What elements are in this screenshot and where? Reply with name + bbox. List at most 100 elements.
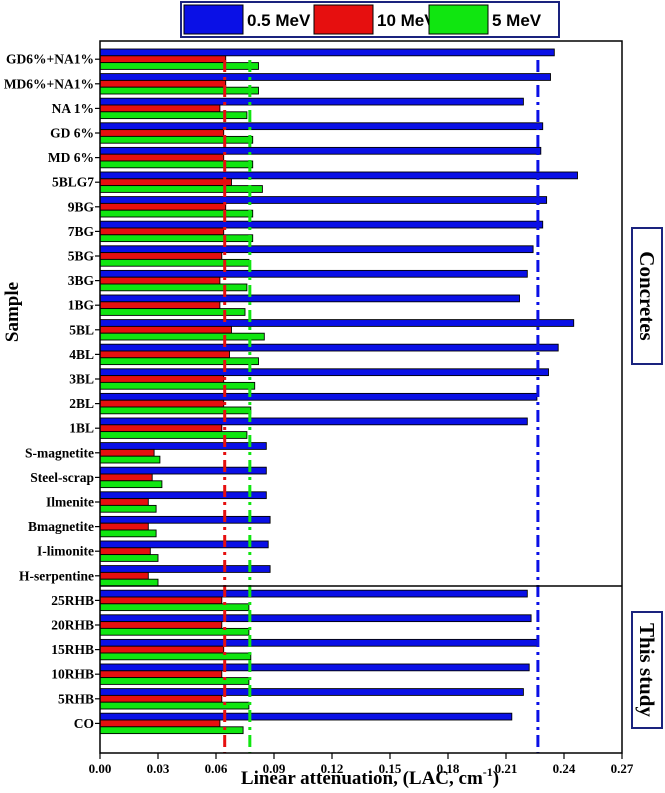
category-label: 4BL (69, 347, 94, 362)
legend-swatch-2 (428, 4, 489, 35)
bar-05mev-0 (99, 48, 555, 57)
x-axis: 0.00 0.03 0.06 0.09 0.12 0.15 0.18 0.21 0.24 0.27 (89, 753, 634, 776)
category-label: 5BG (68, 249, 95, 264)
bar-05mev-8 (99, 245, 534, 254)
bar-05mev-6 (99, 196, 548, 204)
bar-10mev-27 (99, 719, 221, 728)
x-tick-label: 0.03 (147, 761, 170, 776)
x-axis-label-text: Linear attenuation, (LAC, cm (241, 768, 483, 789)
bar-10mev-4 (99, 153, 225, 162)
bar-5mev-20 (99, 554, 159, 562)
category-label: MD6%+NA1% (4, 76, 94, 91)
bar-10mev-0 (99, 55, 227, 64)
bar-5mev-24 (99, 652, 252, 661)
bar-10mev-26 (99, 694, 223, 703)
bar-5mev-23 (99, 627, 250, 636)
bar-10mev-20 (99, 547, 151, 556)
bar-05mev-17 (99, 466, 267, 475)
bar-5mev-4 (99, 160, 254, 169)
x-axis-label-sup: -1 (483, 765, 493, 779)
bar-05mev-1 (99, 73, 551, 81)
bar-05mev-23 (99, 614, 532, 623)
legend-label-2: 5 MeV (492, 11, 542, 30)
bar-5mev-16 (99, 455, 161, 464)
bar-05mev-5 (99, 171, 578, 180)
bar-05mev-26 (99, 688, 524, 696)
category-label: 15RHB (51, 642, 94, 657)
bar-10mev-7 (99, 227, 225, 236)
bar-10mev-18 (99, 498, 149, 506)
bar-10mev-23 (99, 621, 223, 629)
category-label: 1BL (69, 421, 94, 436)
bar-10mev-25 (99, 670, 223, 679)
bar-5mev-17 (99, 480, 163, 489)
bar-5mev-13 (99, 381, 256, 390)
bar-10mev-24 (99, 645, 225, 654)
category-label: NA 1% (52, 101, 94, 116)
bar-05mev-24 (99, 638, 538, 647)
bar-5mev-18 (99, 504, 157, 513)
category-label: 20RHB (51, 618, 94, 633)
category-label: 3BG (68, 273, 95, 288)
category-label: H-serpentine (19, 568, 94, 583)
bar-10mev-8 (99, 252, 223, 260)
category-label: 10RHB (51, 667, 94, 682)
group-text: Concretes (635, 251, 659, 340)
bar-5mev-27 (99, 726, 244, 735)
bar-10mev-10 (99, 301, 221, 310)
group-label-1: This study (631, 611, 663, 729)
bar-10mev-15 (99, 424, 223, 433)
bar-05mev-18 (99, 491, 267, 500)
x-tick-label: 0.18 (437, 761, 460, 776)
bar-5mev-19 (99, 529, 157, 538)
bar-10mev-12 (99, 350, 230, 359)
bar-05mev-21 (99, 565, 271, 573)
axis-labels: Linear attenuation, (LAC, cm-1) Sample (2, 282, 499, 789)
bar-10mev-2 (99, 104, 221, 113)
bar-05mev-19 (99, 515, 271, 524)
legend-swatch-0 (183, 4, 244, 35)
bar-5mev-1 (99, 86, 259, 95)
group-label-0: Concretes (631, 227, 663, 365)
bar-10mev-3 (99, 129, 225, 137)
category-label: 1BG (68, 298, 95, 313)
bar-10mev-6 (99, 202, 227, 211)
bar-05mev-11 (99, 319, 575, 327)
bar-5mev-6 (99, 209, 254, 218)
category-label: 2BL (69, 396, 94, 411)
legend-swatch-1 (313, 4, 374, 35)
category-label: GD6%+NA1% (6, 52, 94, 67)
bar-05mev-13 (99, 368, 549, 377)
x-axis-label: Linear attenuation, (LAC, cm-1) (241, 765, 499, 789)
bar-5mev-22 (99, 603, 250, 612)
y-axis: GD6%+NA1% MD6%+NA1% NA 1% GD 6% MD 6% 5BLG7 9B… (4, 52, 100, 731)
group-labels: Concretes This study (631, 227, 663, 729)
bar-5mev-8 (99, 258, 250, 267)
bar-05mev-9 (99, 269, 528, 278)
bar-5mev-0 (99, 62, 259, 70)
bar-05mev-2 (99, 97, 524, 106)
x-tick-label: 0.12 (321, 761, 344, 776)
bar-10mev-5 (99, 178, 232, 187)
bar-05mev-25 (99, 663, 530, 672)
bar-10mev-19 (99, 522, 149, 531)
bar-05mev-15 (99, 417, 528, 426)
bar-5mev-5 (99, 185, 263, 193)
x-tick-label: 0.15 (379, 761, 402, 776)
plot-frame (99, 40, 623, 754)
category-label: 25RHB (51, 593, 94, 608)
bar-10mev-16 (99, 448, 155, 457)
bars (99, 48, 578, 735)
bar-10mev-14 (99, 399, 225, 408)
bar-10mev-11 (99, 325, 232, 334)
bar-5mev-25 (99, 677, 250, 685)
group-text: This study (635, 623, 659, 717)
group-box (631, 611, 663, 729)
bar-05mev-27 (99, 712, 513, 721)
bar-5mev-14 (99, 406, 252, 415)
category-label: I-limonite (37, 544, 94, 559)
bar-10mev-1 (99, 79, 227, 88)
group-box (631, 227, 663, 365)
bar-10mev-13 (99, 375, 225, 383)
